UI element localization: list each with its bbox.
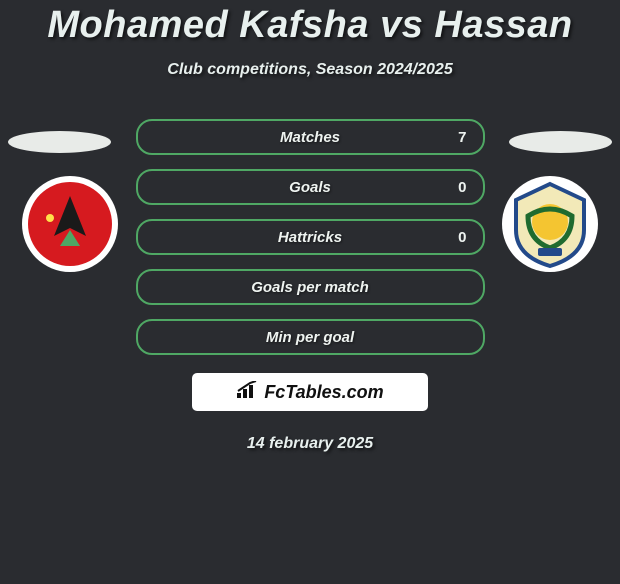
stat-row-goals: Goals 0 <box>136 169 485 205</box>
stat-row-gpm: Goals per match <box>136 269 485 305</box>
stat-row-matches: Matches 7 <box>136 119 485 155</box>
stat-row-hattricks: Hattricks 0 <box>136 219 485 255</box>
stat-row-mpg: Min per goal <box>136 319 485 355</box>
brand-label: FcTables.com <box>264 382 383 403</box>
stat-label: Goals <box>289 179 331 196</box>
brand-box[interactable]: FcTables.com <box>192 373 428 411</box>
stat-value-right: 0 <box>458 179 466 196</box>
date-label: 14 february 2025 <box>0 435 620 453</box>
stat-value-right: 0 <box>458 229 466 246</box>
stat-label: Goals per match <box>251 279 369 296</box>
stat-label: Matches <box>280 129 340 146</box>
page-title: Mohamed Kafsha vs Hassan <box>0 4 620 47</box>
stats-container: Matches 7 Goals 0 Hattricks 0 Goals per … <box>0 119 620 355</box>
stat-label: Hattricks <box>278 229 342 246</box>
page-subtitle: Club competitions, Season 2024/2025 <box>0 61 620 79</box>
stat-value-right: 7 <box>458 129 466 146</box>
brand-chart-icon <box>236 381 258 404</box>
stat-label: Min per goal <box>266 329 354 346</box>
